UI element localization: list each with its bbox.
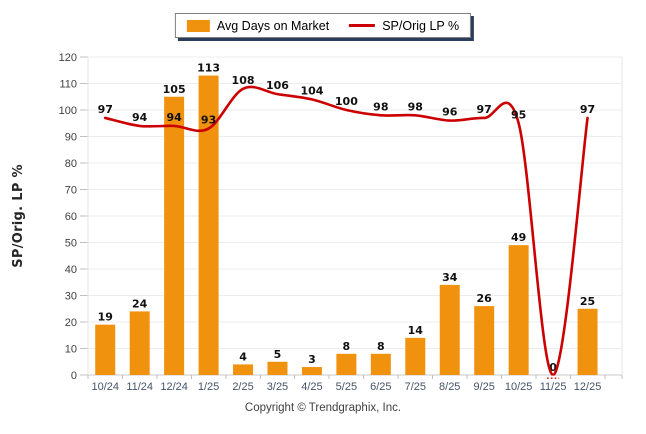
bar <box>508 245 529 375</box>
bar <box>95 324 116 375</box>
x-tick-label: 3/25 <box>267 381 288 393</box>
legend-item-avg-days: Avg Days on Market <box>186 18 330 33</box>
line-value-label: 98 <box>373 100 388 113</box>
line-value-label: 104 <box>300 84 323 97</box>
bar <box>474 306 495 375</box>
bar-value-label: 3 <box>308 353 316 366</box>
y-tick-label: 70 <box>65 185 77 197</box>
bar <box>164 96 185 375</box>
x-tick-label: 9/25 <box>473 381 494 393</box>
x-tick-label: 4/25 <box>301 381 322 393</box>
bar-value-label: 113 <box>197 62 220 75</box>
legend-label-sp-orig: SP/Orig LP % <box>382 18 460 33</box>
x-tick-label: 6/25 <box>370 381 391 393</box>
bar-value-label: 25 <box>580 295 595 308</box>
bar-value-label: 8 <box>343 340 351 353</box>
line-value-label: 100 <box>335 95 358 108</box>
y-tick-label: 80 <box>65 158 77 170</box>
bar <box>405 337 426 375</box>
x-tick-label: 1/25 <box>198 381 219 393</box>
line-swatch-icon <box>349 24 376 27</box>
y-tick-label: 10 <box>65 344 77 356</box>
bar <box>233 364 254 375</box>
bar-value-label: 14 <box>408 324 424 337</box>
line-value-label: 97 <box>98 103 113 116</box>
x-tick-label: 7/25 <box>405 381 426 393</box>
line-value-label: 97 <box>580 103 595 116</box>
bar-swatch-icon <box>186 19 210 32</box>
bar-value-label: 24 <box>132 297 148 310</box>
y-tick-label: 60 <box>65 211 77 223</box>
x-tick-label: 12/24 <box>160 381 188 393</box>
x-tick-label: 2/25 <box>232 381 253 393</box>
y-tick-label: 90 <box>65 132 77 144</box>
bar-value-label: 19 <box>98 311 113 324</box>
bar <box>370 353 391 375</box>
line-value-label: 108 <box>232 74 255 87</box>
bar-value-label: 49 <box>511 231 526 244</box>
bar <box>267 361 288 375</box>
bar-value-label: 105 <box>163 83 186 96</box>
line-value-label: 94 <box>132 111 148 124</box>
y-tick-label: 100 <box>59 105 77 117</box>
bar <box>439 284 460 375</box>
y-tick-label: 20 <box>65 317 77 329</box>
bar-value-label: 5 <box>274 348 282 361</box>
y-tick-label: 110 <box>59 79 77 91</box>
x-tick-label: 10/24 <box>91 381 119 393</box>
x-tick-label: 12/25 <box>574 381 602 393</box>
y-tick-label: 120 <box>59 52 77 64</box>
line-value-label: 94 <box>166 111 182 124</box>
line-value-label: 106 <box>266 79 289 92</box>
y-tick-label: 40 <box>65 264 77 276</box>
x-tick-label: 8/25 <box>439 381 460 393</box>
bar-value-label: 26 <box>477 292 493 305</box>
bar <box>577 308 598 375</box>
y-tick-label: 50 <box>65 238 77 250</box>
x-tick-label: 5/25 <box>336 381 357 393</box>
line-value-label: 97 <box>477 103 492 116</box>
bar-value-label: 0 <box>549 361 557 374</box>
bar <box>129 311 150 375</box>
line-value-label: 93 <box>201 114 216 127</box>
copyright-text: Copyright © Trendgraphix, Inc. <box>244 402 402 414</box>
x-tick-label: 11/24 <box>126 381 153 393</box>
y-axis-title: SP/Orig. LP % <box>11 164 26 268</box>
x-tick-label: 10/25 <box>505 381 533 393</box>
line-value-label: 95 <box>511 108 526 121</box>
x-tick-label: 11/25 <box>540 381 567 393</box>
bar-value-label: 34 <box>442 271 458 284</box>
bar <box>336 353 357 375</box>
legend-label-avg-days: Avg Days on Market <box>216 18 330 33</box>
y-tick-label: 30 <box>65 291 77 303</box>
bar-value-label: 8 <box>377 340 385 353</box>
line-value-label: 98 <box>408 100 423 113</box>
bar-value-label: 4 <box>239 350 247 363</box>
legend: Avg Days on Market SP/Orig LP % <box>174 13 472 38</box>
bar <box>301 367 322 375</box>
y-tick-label: 0 <box>71 370 77 382</box>
bar <box>198 75 219 376</box>
legend-item-sp-orig: SP/Orig LP % <box>349 19 459 33</box>
line-value-label: 96 <box>442 106 458 119</box>
sp-orig-lp-line <box>103 85 589 376</box>
